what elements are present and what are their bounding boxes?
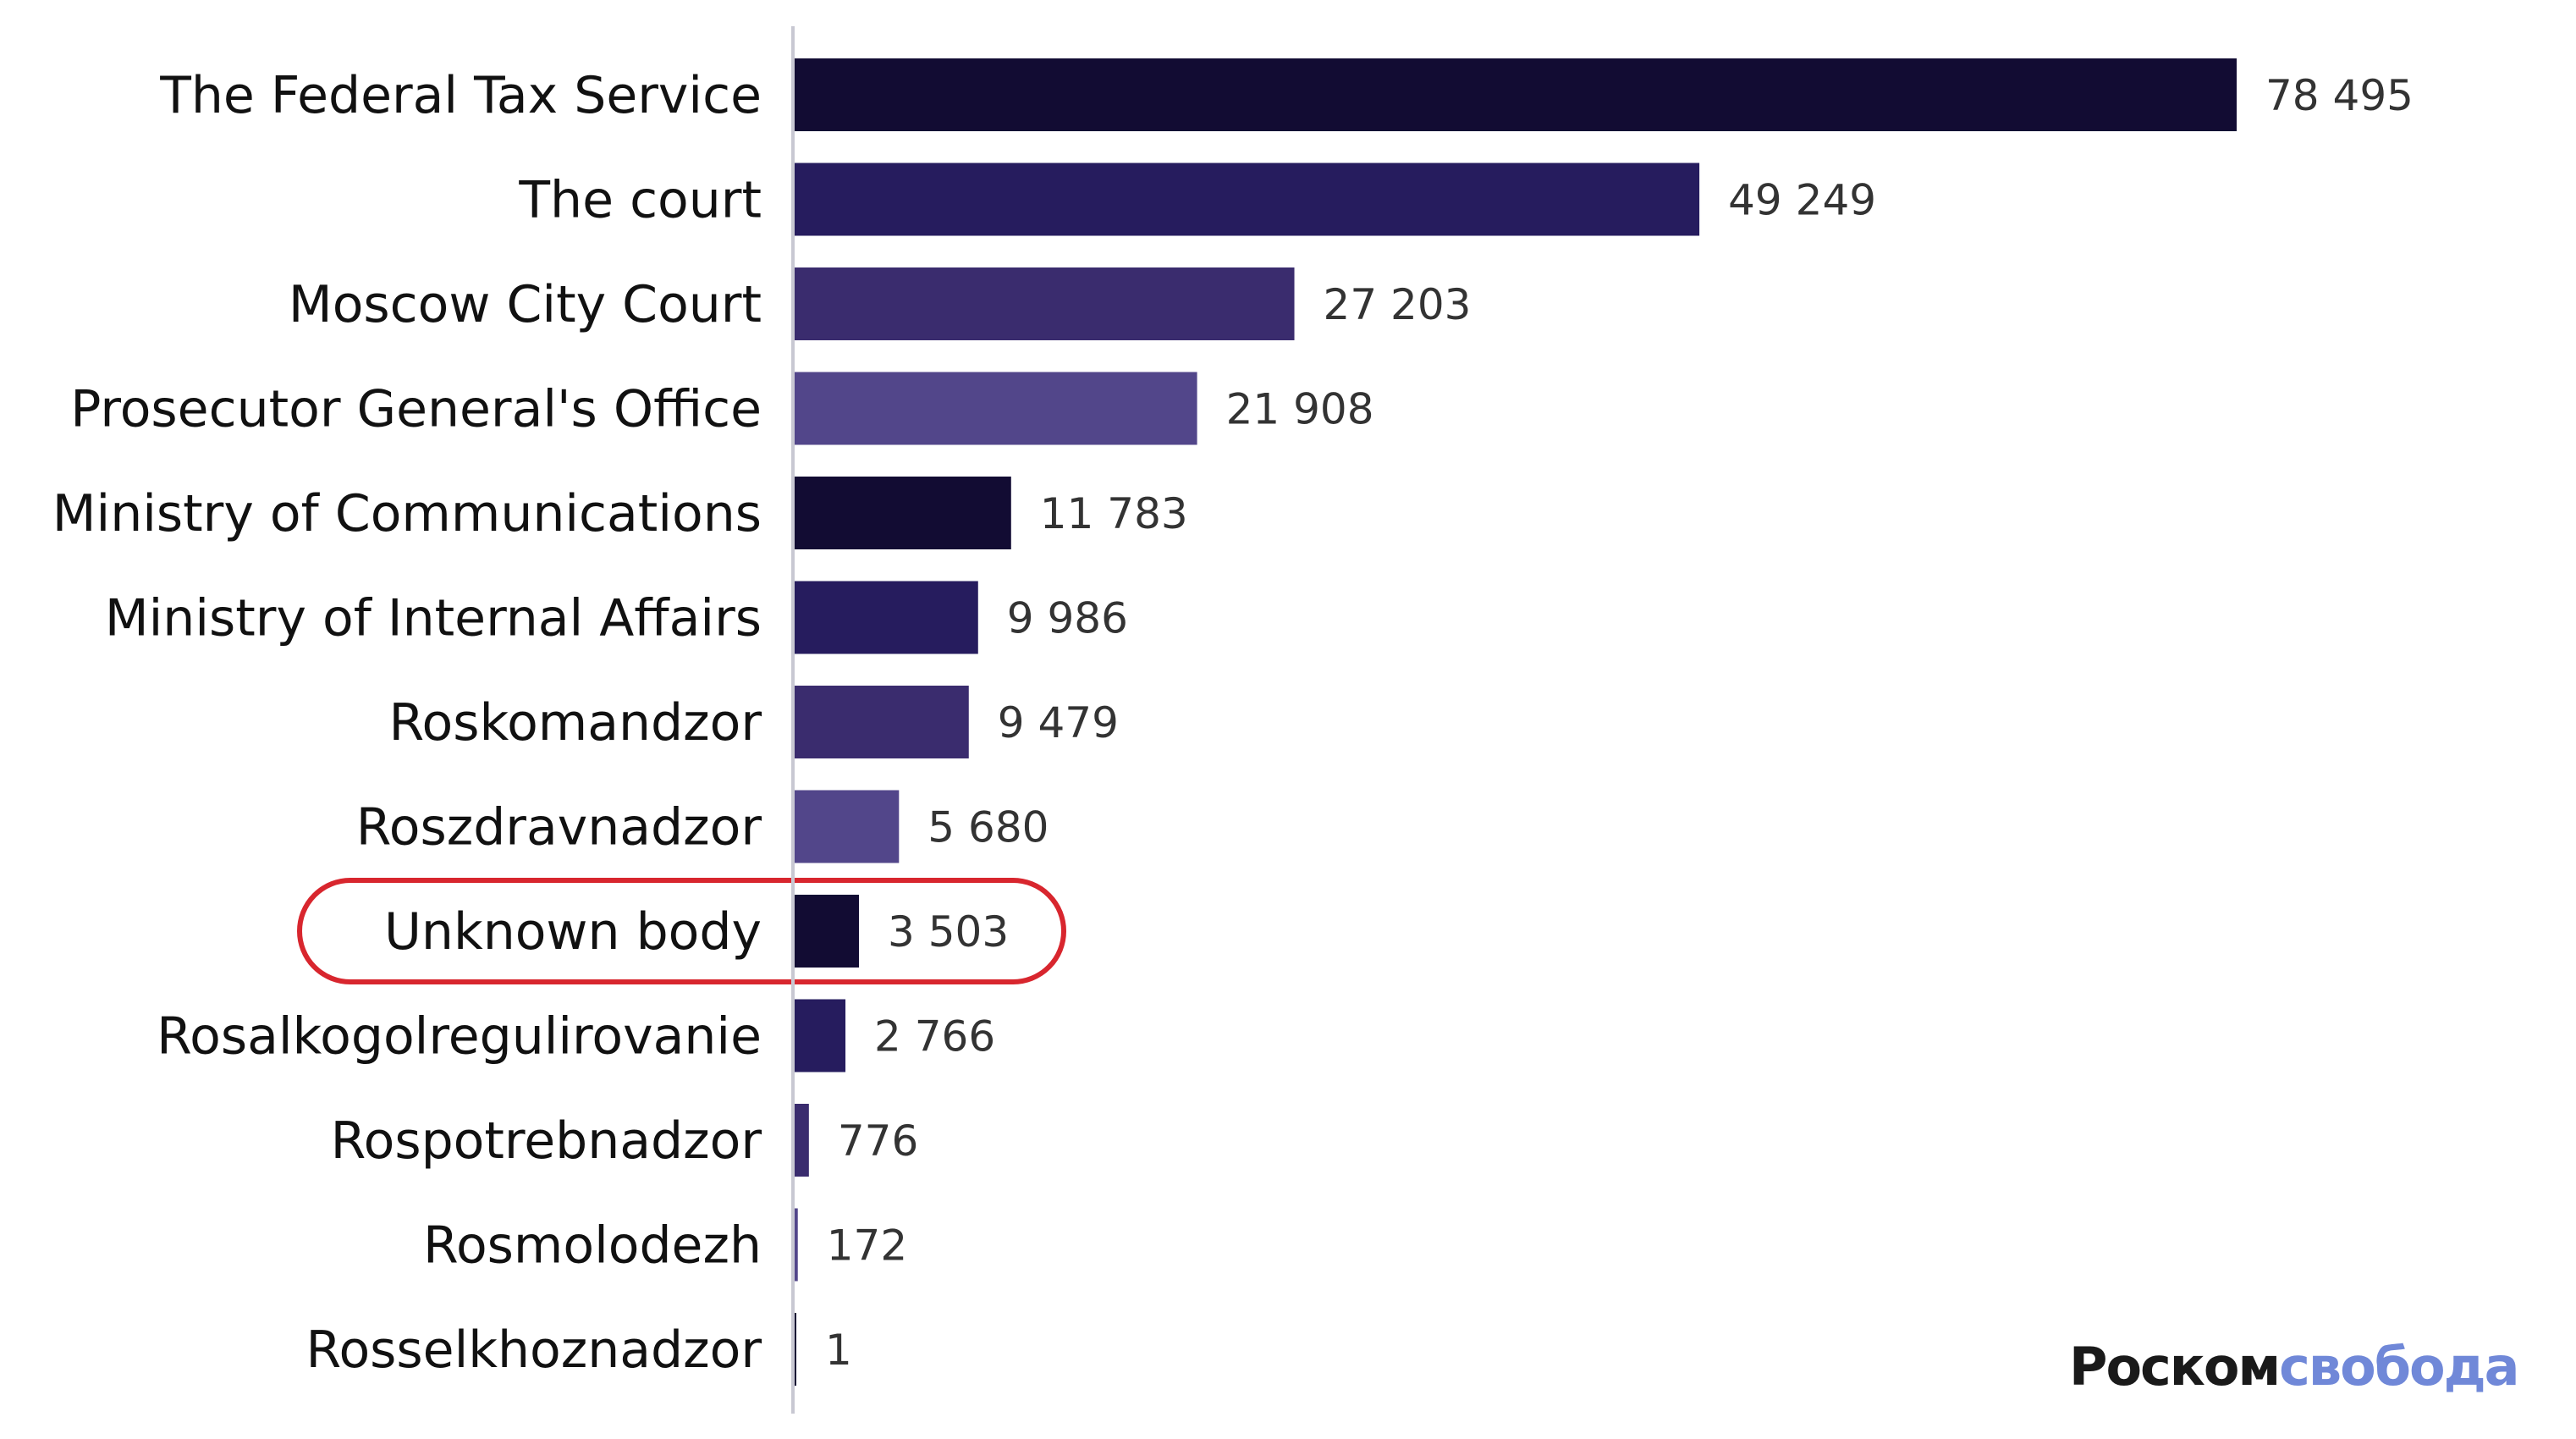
bar (795, 1313, 796, 1386)
bar (795, 163, 1700, 236)
value-label: 776 (838, 1116, 918, 1166)
bar (795, 1208, 798, 1282)
value-label: 1 (825, 1326, 852, 1375)
roskomsvoboda-logo: Роскомсвобода (2069, 1336, 2520, 1398)
category-label: Ministry of Internal Affairs (105, 589, 762, 648)
bar (795, 895, 860, 968)
category-label: Ministry of Communications (52, 484, 762, 543)
value-label: 3 503 (888, 907, 1009, 957)
highlight-outline (297, 878, 1066, 984)
bar (795, 790, 900, 863)
bar (795, 1104, 809, 1177)
category-label: Prosecutor General's Office (70, 380, 762, 439)
value-label: 78 495 (2265, 71, 2414, 120)
bar (795, 477, 1011, 549)
bar (795, 267, 1295, 340)
value-label: 27 203 (1324, 280, 1472, 329)
value-label: 21 908 (1226, 385, 1374, 434)
category-label: Roszdravnadzor (356, 798, 762, 857)
category-label: Moscow City Court (289, 275, 762, 334)
category-label: Rosselkhoznadzor (305, 1320, 762, 1380)
category-label: Rosalkogolregulirovanie (157, 1007, 762, 1067)
category-label: The Federal Tax Service (159, 66, 762, 125)
value-label: 11 783 (1040, 489, 1188, 538)
bar (795, 999, 846, 1072)
bar (795, 581, 978, 654)
bar (795, 58, 2237, 131)
value-label: 172 (827, 1221, 907, 1271)
value-label: 5 680 (927, 803, 1049, 852)
category-label: Roskomandzor (389, 693, 762, 753)
value-label: 2 766 (874, 1012, 995, 1061)
value-label: 9 479 (998, 698, 1119, 747)
category-label: Rospotrebnadzor (331, 1111, 762, 1171)
category-label: Rosmolodezh (423, 1216, 762, 1276)
bar (795, 372, 1197, 445)
value-label: 9 986 (1007, 594, 1128, 643)
category-label: The court (518, 171, 762, 230)
category-label: Unknown body (384, 902, 762, 962)
value-label: 49 249 (1728, 176, 1876, 225)
bar (795, 686, 969, 758)
